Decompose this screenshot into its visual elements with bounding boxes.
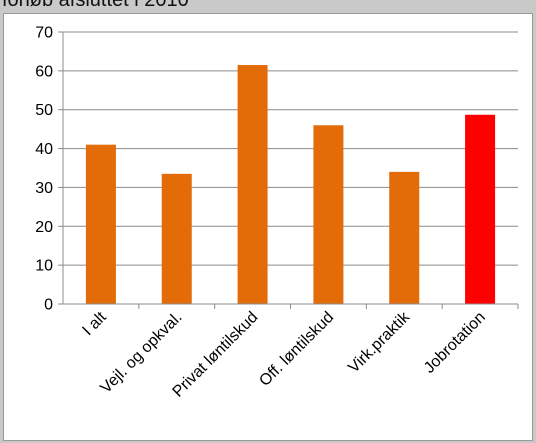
y-tick-label: 60 bbox=[35, 63, 53, 80]
bar-0 bbox=[85, 144, 116, 304]
y-tick-label: 30 bbox=[35, 180, 53, 197]
y-tick-label: 20 bbox=[35, 219, 53, 236]
chart-title-fragment: forløb afsluttet i 2010 bbox=[2, 0, 189, 11]
y-tick-label: 40 bbox=[35, 141, 53, 158]
x-tick-label: Virk.praktik bbox=[345, 308, 413, 376]
x-tick-label: Jobrotation bbox=[421, 309, 489, 377]
gridlines bbox=[63, 31, 518, 266]
x-tick-label: I alt bbox=[79, 308, 110, 339]
axes bbox=[58, 31, 519, 309]
y-tick-label: 10 bbox=[35, 258, 53, 275]
y-tick-label: 0 bbox=[44, 297, 53, 314]
bar-3 bbox=[313, 125, 344, 304]
bar-4 bbox=[389, 171, 420, 304]
bar-5 bbox=[465, 114, 496, 304]
y-tick-labels: 0 10 20 30 40 50 60 70 bbox=[35, 25, 53, 314]
bar-2 bbox=[237, 65, 268, 305]
x-tick-label: Vejl. og opkval. bbox=[97, 309, 185, 397]
bars bbox=[85, 65, 496, 305]
x-tick-label: Off. løntilskud bbox=[256, 309, 337, 390]
bar-1 bbox=[161, 173, 192, 304]
y-tick-label: 70 bbox=[35, 25, 53, 42]
y-tick-label: 50 bbox=[35, 102, 53, 119]
